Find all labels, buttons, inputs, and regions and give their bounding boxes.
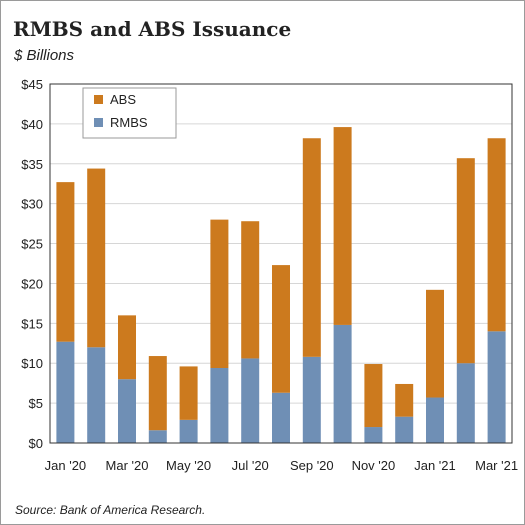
chart-subtitle: $ Billions xyxy=(14,47,75,64)
bar-rmbs-12 xyxy=(426,397,444,443)
y-tick-label: $20 xyxy=(21,276,43,291)
plot-area-border xyxy=(49,83,513,444)
bar-rmbs-4 xyxy=(179,419,198,443)
bar-abs-11 xyxy=(395,383,414,417)
x-axis-ticks: Jan '20 Mar '20 May '20 Jul '20 Sep '20 Nov '… xyxy=(45,458,518,473)
y-tick-label: $40 xyxy=(21,117,43,132)
bar-rmbs-1 xyxy=(87,347,106,443)
bar-rmbs-7 xyxy=(272,392,290,443)
bar-abs-6 xyxy=(241,221,260,359)
bar-abs-12 xyxy=(426,289,444,398)
bar-abs-0 xyxy=(56,182,75,342)
bar-rmbs-13 xyxy=(456,363,475,443)
x-tick-label: Mar '20 xyxy=(106,458,149,473)
y-tick-label: $15 xyxy=(21,316,43,331)
bar-abs-8 xyxy=(302,138,321,357)
bar-rmbs-11 xyxy=(395,416,414,443)
bar-rmbs-8 xyxy=(302,356,321,443)
bar-abs-7 xyxy=(272,265,290,393)
source-note: Source: Bank of America Research. xyxy=(15,503,206,517)
y-tick-label: $35 xyxy=(21,157,43,172)
chart-title: RMBS and ABS Issuance xyxy=(13,17,292,41)
y-tick-label: $25 xyxy=(21,237,43,252)
bar-abs-3 xyxy=(148,356,167,431)
x-tick-label: Mar '21 xyxy=(475,458,518,473)
bar-rmbs-2 xyxy=(118,379,136,443)
bar-abs-10 xyxy=(364,364,383,428)
bar-abs-14 xyxy=(487,138,506,332)
bar-rmbs-9 xyxy=(333,324,352,443)
x-tick-label: Jul '20 xyxy=(232,458,269,473)
y-tick-label: $10 xyxy=(21,356,43,371)
bar-abs-9 xyxy=(333,127,352,325)
legend-swatch-abs xyxy=(94,95,103,104)
bar-abs-13 xyxy=(456,158,475,364)
bars xyxy=(56,127,506,443)
bar-rmbs-10 xyxy=(364,427,383,443)
y-tick-label: $5 xyxy=(29,396,43,411)
bar-abs-5 xyxy=(210,219,229,369)
bar-abs-4 xyxy=(179,366,198,420)
x-tick-label: Nov '20 xyxy=(352,458,396,473)
y-tick-label: $0 xyxy=(29,436,43,451)
legend-swatch-rmbs xyxy=(94,118,103,127)
bar-rmbs-14 xyxy=(487,331,506,443)
bar-rmbs-3 xyxy=(148,430,167,443)
bar-rmbs-6 xyxy=(241,358,260,443)
x-tick-label: Sep '20 xyxy=(290,458,334,473)
x-tick-label: May '20 xyxy=(166,458,211,473)
bar-abs-2 xyxy=(118,315,136,380)
bar-abs-1 xyxy=(87,168,106,348)
bar-rmbs-0 xyxy=(56,341,75,443)
y-tick-label: $45 xyxy=(21,77,43,92)
y-axis-ticks: $0 $5 $10 $15 $20 $25 $30 $35 $40 $45 xyxy=(21,77,43,451)
x-tick-label: Jan '21 xyxy=(414,458,456,473)
y-tick-label: $30 xyxy=(21,197,43,212)
legend-label-abs: ABS xyxy=(110,92,136,107)
bar-rmbs-5 xyxy=(210,368,229,443)
legend: ABS RMBS xyxy=(82,87,177,139)
legend-label-rmbs: RMBS xyxy=(110,115,148,130)
x-tick-label: Jan '20 xyxy=(45,458,87,473)
